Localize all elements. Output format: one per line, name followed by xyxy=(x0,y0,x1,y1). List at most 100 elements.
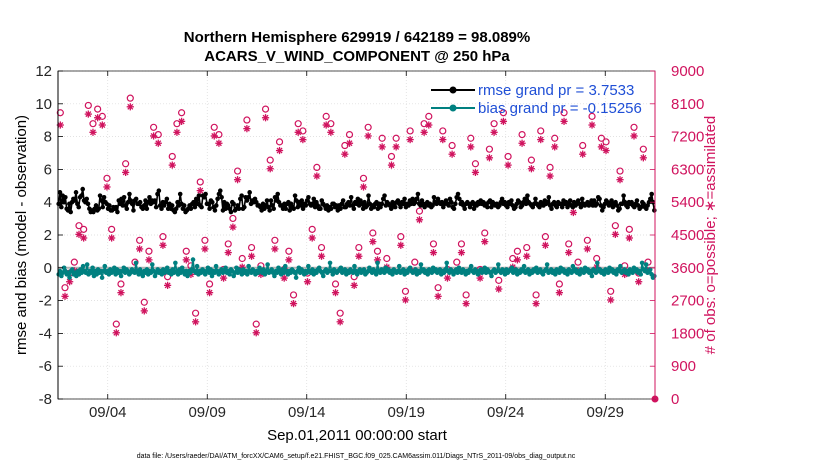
obs-possible-marker xyxy=(504,152,512,161)
rmse-point xyxy=(153,204,159,210)
obs-assimilated-marker xyxy=(597,143,605,151)
obs-possible-marker xyxy=(331,280,340,288)
obs-possible-marker xyxy=(112,320,120,328)
asterisk-stroke xyxy=(444,275,451,282)
obs-assimilated-marker xyxy=(499,117,508,125)
rmse-point xyxy=(525,193,530,198)
bias-point xyxy=(209,273,215,279)
obs-possible-marker xyxy=(495,276,503,284)
obs-possible-marker xyxy=(159,233,167,241)
obs-assimilated-marker xyxy=(331,289,340,297)
rmse-point xyxy=(648,196,653,202)
obs-assimilated-marker xyxy=(168,161,176,169)
asterisk-stroke xyxy=(533,300,540,307)
rmse-point xyxy=(246,194,251,200)
obs-assimilated-marker xyxy=(513,256,522,264)
obs-possible-marker xyxy=(313,163,321,171)
bias-point xyxy=(227,272,232,277)
rmse-point xyxy=(449,199,454,205)
bias-point xyxy=(133,260,139,266)
rmse-point xyxy=(247,190,252,195)
asterisk-stroke xyxy=(617,176,623,183)
asterisk-stroke xyxy=(99,122,106,129)
bias-point xyxy=(265,262,270,267)
asterisk-stroke xyxy=(439,136,446,143)
asterisk-stroke xyxy=(309,235,316,241)
obs-possible-marker xyxy=(611,222,619,230)
obs-assimilated-marker xyxy=(271,245,279,253)
obs-possible-marker xyxy=(80,225,88,233)
obs-assimilated-marker xyxy=(177,117,186,125)
rmse-point xyxy=(96,206,102,212)
obs-possible-marker xyxy=(271,236,279,244)
asterisk-stroke xyxy=(500,118,507,125)
obs-assimilated-marker xyxy=(336,318,344,326)
asterisk-stroke xyxy=(579,151,586,158)
rmse-point xyxy=(205,201,211,207)
obs-possible-marker xyxy=(168,152,176,161)
rmse-point xyxy=(299,198,305,203)
bias-point xyxy=(468,263,474,269)
rmse-point xyxy=(431,194,437,200)
rmse-point xyxy=(173,206,179,212)
rmse-point xyxy=(84,196,90,202)
obs-assimilated-marker xyxy=(224,248,232,257)
rmse-point xyxy=(147,194,152,200)
asterisk-stroke xyxy=(556,289,563,296)
bias-point xyxy=(223,265,228,271)
obs-possible-marker xyxy=(527,156,536,164)
y-tick-label-right: 7200 xyxy=(671,129,704,146)
rmse-point xyxy=(239,193,244,198)
rmse-point xyxy=(398,204,403,210)
obs-assimilated-marker xyxy=(145,256,153,264)
asterisk-stroke xyxy=(463,300,470,307)
obs-possible-marker xyxy=(56,109,64,117)
obs-possible-marker xyxy=(126,94,134,102)
obs-assimilated-marker xyxy=(443,274,452,282)
legend-rmse-marker xyxy=(449,86,457,94)
obs-possible-marker xyxy=(238,254,246,263)
rmse-point xyxy=(207,206,212,212)
bias-point xyxy=(418,262,424,267)
rmse-point xyxy=(76,204,82,210)
bias-point xyxy=(489,273,494,279)
rmse-point xyxy=(614,203,620,208)
rmse-point xyxy=(124,206,130,212)
obs-assimilated-marker xyxy=(261,114,270,122)
asterisk-stroke xyxy=(407,136,414,143)
asterisk-stroke xyxy=(425,122,432,129)
obs-possible-marker xyxy=(201,236,209,244)
rmse-point xyxy=(93,203,99,208)
rmse-point xyxy=(505,204,510,210)
obs-possible-marker xyxy=(485,145,494,153)
obs-possible-marker xyxy=(150,123,158,131)
obs-assimilated-marker xyxy=(630,132,638,140)
rmse-point xyxy=(310,201,315,207)
bias-point xyxy=(272,273,277,279)
obs-possible-marker xyxy=(490,120,498,128)
rmse-point xyxy=(242,204,247,210)
obs-assimilated-marker xyxy=(173,128,181,136)
y-tick-label-left: 2 xyxy=(44,227,52,244)
obs-assimilated-marker xyxy=(546,172,554,180)
asterisk-stroke xyxy=(467,143,474,150)
bias-point xyxy=(99,275,105,280)
obs-possible-marker xyxy=(523,243,531,252)
rmse-point xyxy=(212,208,218,213)
asterisk-stroke xyxy=(197,187,204,194)
obs-assimilated-marker xyxy=(392,143,400,151)
asterisk-stroke xyxy=(76,231,82,238)
asterisk-stroke xyxy=(458,249,465,256)
rmse-point xyxy=(338,206,343,212)
obs-possible-marker xyxy=(602,138,610,146)
obs-possible-marker xyxy=(579,141,587,150)
rmse-point xyxy=(545,199,550,205)
rmse-point xyxy=(300,206,306,212)
asterisk-stroke xyxy=(626,235,633,241)
obs-assimilated-marker xyxy=(252,329,260,337)
rmse-point xyxy=(99,198,104,203)
y-tick-label-right: 4500 xyxy=(671,227,704,244)
asterisk-stroke xyxy=(243,125,250,132)
asterisk-stroke xyxy=(90,129,96,136)
obs-assimilated-marker xyxy=(117,289,125,297)
